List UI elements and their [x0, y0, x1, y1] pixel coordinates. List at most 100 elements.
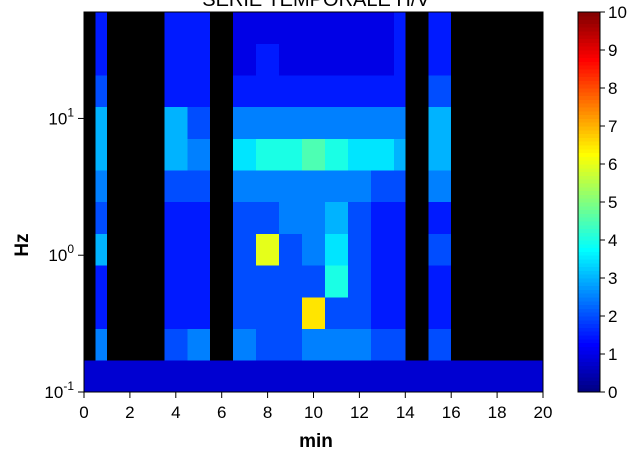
heat-cell: [187, 138, 211, 171]
heat-cell: [324, 107, 348, 139]
heat-cell: [233, 138, 257, 171]
heat-cell: [324, 202, 348, 234]
heat-cell: [428, 75, 452, 108]
heat-cell: [279, 138, 303, 171]
heat-cell: [302, 75, 325, 108]
heat-cell: [302, 265, 325, 298]
colorbar-tick-label: 7: [608, 117, 617, 136]
colorbar-segment: [578, 148, 600, 154]
colorbar-segment: [578, 171, 600, 176]
x-tick-label: 4: [171, 403, 180, 422]
x-tick-label: 20: [534, 403, 553, 422]
heat-cell: [347, 328, 371, 361]
colorbar-segment: [578, 61, 600, 66]
y-tick-label: 100: [48, 242, 74, 265]
colorbar-segment: [578, 308, 600, 313]
heat-cell: [347, 43, 371, 76]
colorbar-segment: [578, 95, 600, 100]
heat-cell: [187, 170, 211, 203]
colorbar-segment: [578, 186, 600, 192]
colorbar-segment: [578, 88, 600, 93]
x-axis-label: min: [299, 431, 333, 452]
heat-cell: [393, 233, 406, 266]
colorbar-segment: [578, 224, 600, 230]
heat-cell: [393, 297, 406, 329]
heat-cell: [428, 170, 452, 203]
colorbar-segment: [578, 327, 600, 332]
heat-cell: [302, 297, 325, 329]
heat-cell: [347, 202, 371, 234]
heat-cell: [302, 107, 325, 139]
heat-cell: [164, 233, 188, 266]
heat-cell: [370, 360, 394, 392]
heat-cell: [393, 202, 406, 234]
colorbar-segment: [578, 31, 600, 36]
colorbar-segment: [578, 198, 600, 203]
heat-cell: [95, 265, 107, 298]
heat-cell: [428, 202, 452, 234]
heat-cell: [233, 297, 257, 329]
colorbar-segment: [578, 228, 600, 233]
colorbar-segment: [578, 103, 600, 108]
heat-cell: [233, 75, 257, 108]
colorbar-tick-label: 2: [608, 307, 617, 326]
colorbar-segment: [578, 194, 600, 199]
colorbar-segment: [578, 160, 600, 165]
heat-cell: [187, 265, 211, 298]
heat-cell: [405, 360, 429, 392]
heat-cell: [324, 138, 348, 171]
colorbar-tick-label: 0: [608, 383, 617, 402]
colorbar-segment: [578, 53, 600, 59]
x-tick-label: 18: [488, 403, 507, 422]
heat-cell: [84, 360, 96, 392]
colorbar-segment: [578, 262, 600, 268]
colorbar-segment: [578, 369, 600, 374]
heat-cell: [256, 170, 280, 203]
colorbar-tick-label: 8: [608, 79, 617, 98]
colorbar-segment: [578, 27, 600, 32]
colorbar-segment: [578, 129, 600, 135]
colorbar-segment: [578, 373, 600, 378]
colorbar-segment: [578, 50, 600, 55]
heat-cell: [164, 75, 188, 108]
heat-cell: [187, 233, 211, 266]
heat-cell: [370, 328, 394, 361]
heat-cell: [324, 328, 348, 361]
colorbar-segment: [578, 221, 600, 226]
colorbar-segment: [578, 278, 600, 283]
colorbar-segment: [578, 107, 600, 112]
colorbar-segment: [578, 342, 600, 347]
colorbar-segment: [578, 319, 600, 325]
colorbar-segment: [578, 335, 600, 340]
y-axis-label: Hz: [12, 233, 33, 256]
heat-cell: [256, 360, 280, 392]
heat-cell: [95, 12, 107, 44]
heat-cell: [164, 202, 188, 234]
chart-title: SERIE TEMPORALE H/V: [202, 0, 430, 11]
colorbar-segment: [578, 365, 600, 370]
colorbar-segment: [578, 312, 600, 317]
heat-cell: [370, 12, 394, 44]
heat-cell: [370, 265, 394, 298]
colorbar-segment: [578, 152, 600, 157]
heat-cell: [347, 360, 371, 392]
heat-cell: [164, 265, 188, 298]
colorbar-segment: [578, 251, 600, 256]
heat-cell: [347, 265, 371, 298]
heat-cell: [187, 202, 211, 234]
heat-cell: [302, 138, 325, 171]
heat-cell: [233, 265, 257, 298]
heat-cell: [164, 12, 188, 44]
heat-cell: [233, 43, 257, 76]
heat-cell: [428, 328, 452, 361]
heat-cell: [428, 43, 452, 76]
heat-cell: [187, 328, 211, 361]
heat-cell: [324, 43, 348, 76]
heat-cell: [324, 75, 348, 108]
colorbar-segment: [578, 243, 600, 249]
heat-cell: [164, 170, 188, 203]
heat-cell: [347, 75, 371, 108]
heat-cell: [279, 75, 303, 108]
heat-cell: [164, 328, 188, 361]
